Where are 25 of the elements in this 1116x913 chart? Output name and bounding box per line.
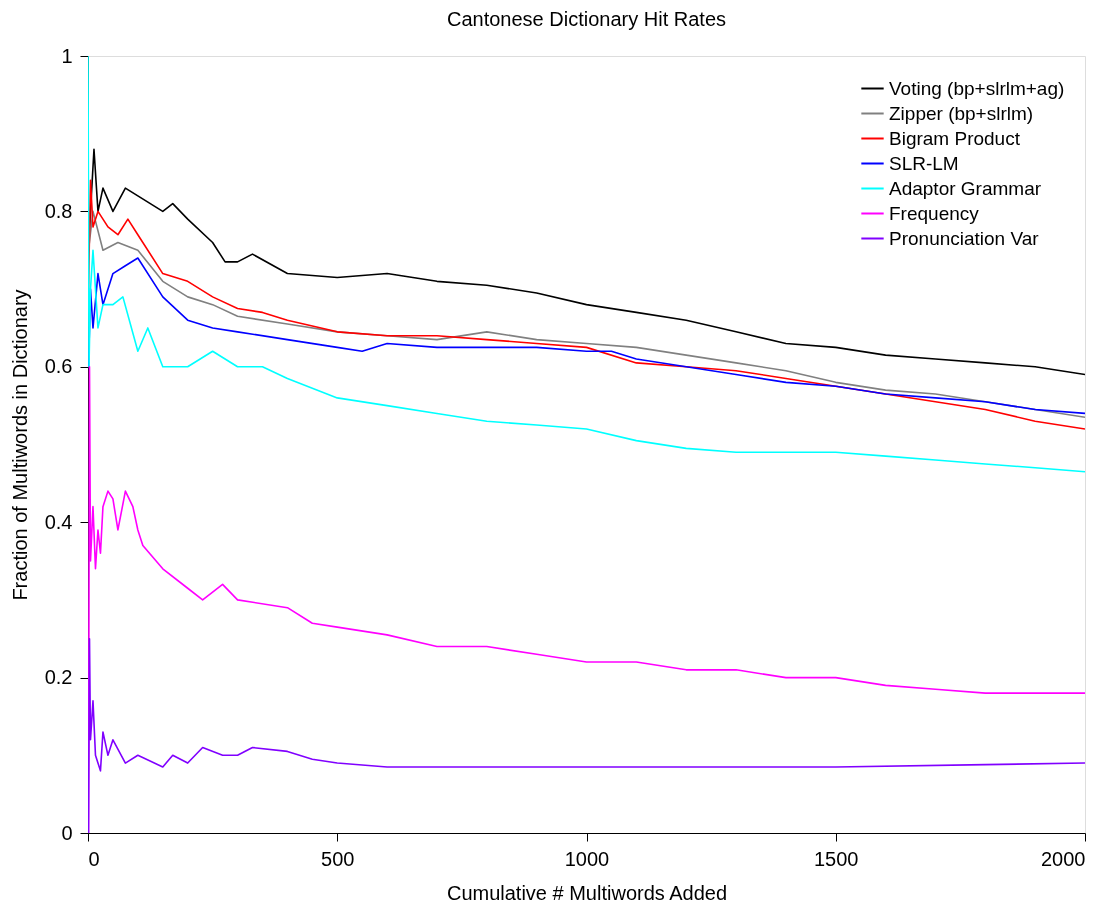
y-axis-title: Fraction of Multiwords in Dictionary <box>8 289 31 601</box>
x-tick-label: 500 <box>321 847 355 870</box>
legend-label: Zipper (bp+slrlm) <box>889 102 1034 124</box>
legend-label: Bigram Product <box>889 127 1021 149</box>
y-tick-label: 0.2 <box>44 666 73 689</box>
line-series <box>88 179 1085 430</box>
legend-label: Frequency <box>889 202 980 224</box>
y-tick-label: 0.6 <box>44 355 73 378</box>
y-tick-label: 0 <box>61 821 73 844</box>
line-series <box>88 56 1085 473</box>
x-tick-label: 0 <box>88 847 100 870</box>
legend-label: SLR-LM <box>889 152 959 174</box>
x-tick-label: 1000 <box>564 847 610 870</box>
legend-label: Adaptor Grammar <box>889 177 1042 199</box>
y-tick-label: 0.4 <box>44 510 73 533</box>
x-axis-title: Cumulative # Multiwords Added <box>446 881 728 904</box>
y-tick-label: 0.8 <box>44 199 73 222</box>
legend-label: Voting (bp+slrlm+ag) <box>889 77 1065 99</box>
line-series <box>88 148 1085 376</box>
chart-title: Cantonese Dictionary Hit Rates <box>446 8 727 30</box>
x-tick-label: 2000 <box>1041 847 1086 870</box>
y-tick-label: 1 <box>61 44 73 67</box>
x-tick-label: 1500 <box>814 847 859 870</box>
line-series <box>88 257 1085 415</box>
legend-label: Pronunciation Var <box>889 227 1040 249</box>
